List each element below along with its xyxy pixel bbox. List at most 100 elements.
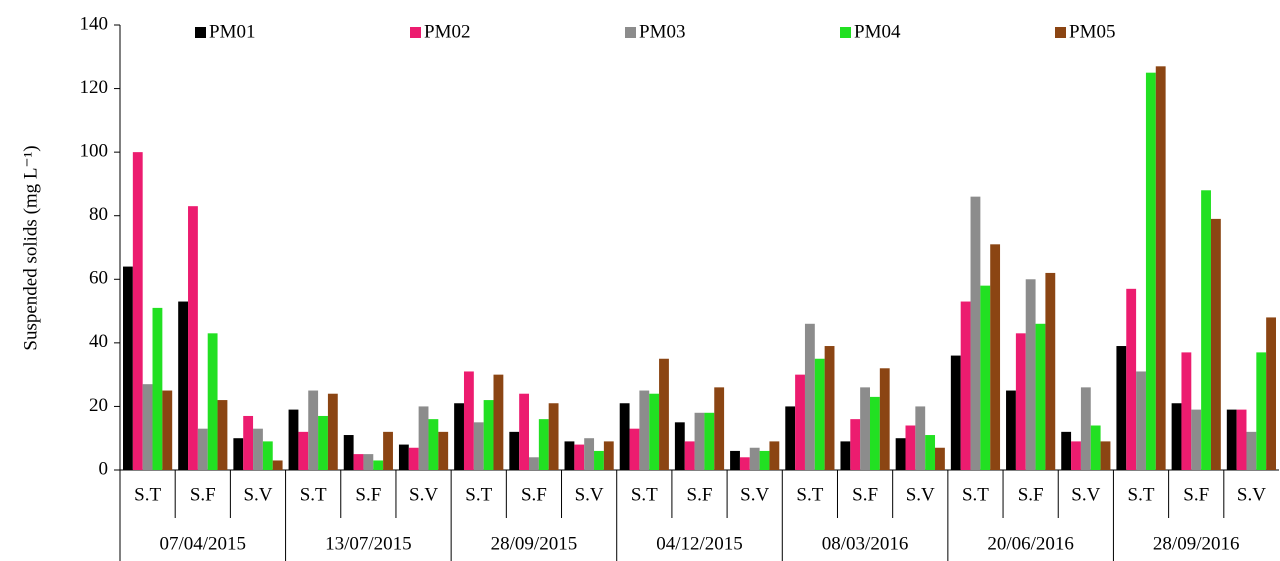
bar (353, 454, 364, 470)
bar (950, 355, 961, 470)
bar (473, 422, 484, 470)
bar (795, 374, 805, 470)
bar (1266, 317, 1276, 470)
group-label: 20/06/2016 (987, 533, 1074, 554)
x-tick-label: S.F (1183, 484, 1209, 505)
bar (629, 428, 640, 470)
bar (538, 419, 549, 470)
bar (1080, 387, 1091, 470)
bar (1090, 425, 1101, 470)
bar (684, 441, 695, 470)
bar (840, 441, 851, 470)
bar (288, 409, 299, 470)
bar (584, 438, 595, 470)
x-tick-label: S.V (409, 484, 438, 505)
bar (824, 346, 835, 470)
bar (1006, 390, 1016, 470)
x-tick-label: S.T (962, 484, 989, 505)
bar (730, 450, 740, 470)
x-tick-label: S.V (1237, 484, 1266, 505)
bar (162, 390, 173, 470)
bar (188, 206, 198, 470)
bar (1045, 272, 1056, 470)
bar (398, 444, 409, 470)
bar (1171, 403, 1182, 470)
x-tick-label: S.F (521, 484, 547, 505)
bar (674, 422, 685, 470)
legend-label: PM03 (639, 21, 685, 42)
bar (619, 403, 630, 470)
y-tick-label: 140 (80, 13, 109, 34)
y-tick-label: 80 (89, 204, 108, 225)
bar (529, 457, 539, 470)
bar (769, 441, 780, 470)
bar (132, 152, 143, 470)
bar (123, 266, 133, 470)
group-label: 13/07/2015 (325, 533, 412, 554)
bar (463, 371, 474, 470)
group-label: 07/04/2015 (160, 533, 247, 554)
bar (980, 285, 991, 470)
y-tick-label: 20 (89, 395, 108, 416)
bar (408, 447, 419, 470)
x-tick-label: S.F (355, 484, 381, 505)
bar (925, 435, 936, 470)
legend-label: PM02 (424, 21, 470, 42)
bar (1015, 333, 1026, 470)
bar (659, 358, 669, 470)
bar (804, 323, 815, 470)
bar (1256, 352, 1267, 470)
bar (749, 447, 760, 470)
bar (1071, 441, 1081, 470)
x-tick-label: S.V (1071, 484, 1100, 505)
y-tick-label: 0 (99, 458, 109, 479)
bar (960, 301, 971, 470)
bar (217, 400, 228, 470)
bar (714, 387, 725, 470)
bar (574, 444, 585, 470)
bar (519, 393, 530, 470)
x-tick-label: S.T (465, 484, 492, 505)
bar (649, 393, 660, 470)
bar (152, 307, 163, 470)
y-tick-label: 60 (89, 268, 108, 289)
bar (1155, 66, 1166, 471)
bar (1061, 431, 1072, 470)
bar (142, 384, 153, 470)
x-tick-label: S.T (134, 484, 161, 505)
bar (704, 412, 715, 470)
bar (785, 406, 796, 470)
x-tick-label: S.T (300, 484, 327, 505)
bar (895, 438, 906, 470)
x-tick-label: S.T (796, 484, 823, 505)
bar (1136, 371, 1146, 470)
bar (363, 454, 374, 470)
bar (915, 406, 926, 470)
legend-swatch (410, 27, 421, 38)
bar (1210, 218, 1221, 470)
bar (1226, 409, 1237, 470)
bar (308, 390, 319, 470)
bar (373, 460, 384, 470)
x-tick-label: S.V (740, 484, 769, 505)
y-axis-label: Suspended solids (mg L⁻¹) (20, 145, 41, 350)
y-tick-label: 120 (80, 77, 109, 98)
bar (327, 393, 338, 470)
legend-swatch (840, 27, 851, 38)
bar (694, 412, 705, 470)
legend-swatch (195, 27, 206, 38)
bar (343, 435, 354, 470)
legend-label: PM05 (1069, 21, 1115, 42)
x-tick-label: S.V (906, 484, 935, 505)
group-label: 28/09/2015 (491, 533, 578, 554)
bar (428, 419, 439, 470)
legend-swatch (625, 27, 636, 38)
bar (233, 438, 244, 470)
bar (1116, 346, 1127, 470)
bar (318, 415, 328, 470)
bar (253, 428, 263, 470)
bar (970, 196, 981, 470)
bar (483, 400, 494, 470)
bar (438, 431, 449, 470)
